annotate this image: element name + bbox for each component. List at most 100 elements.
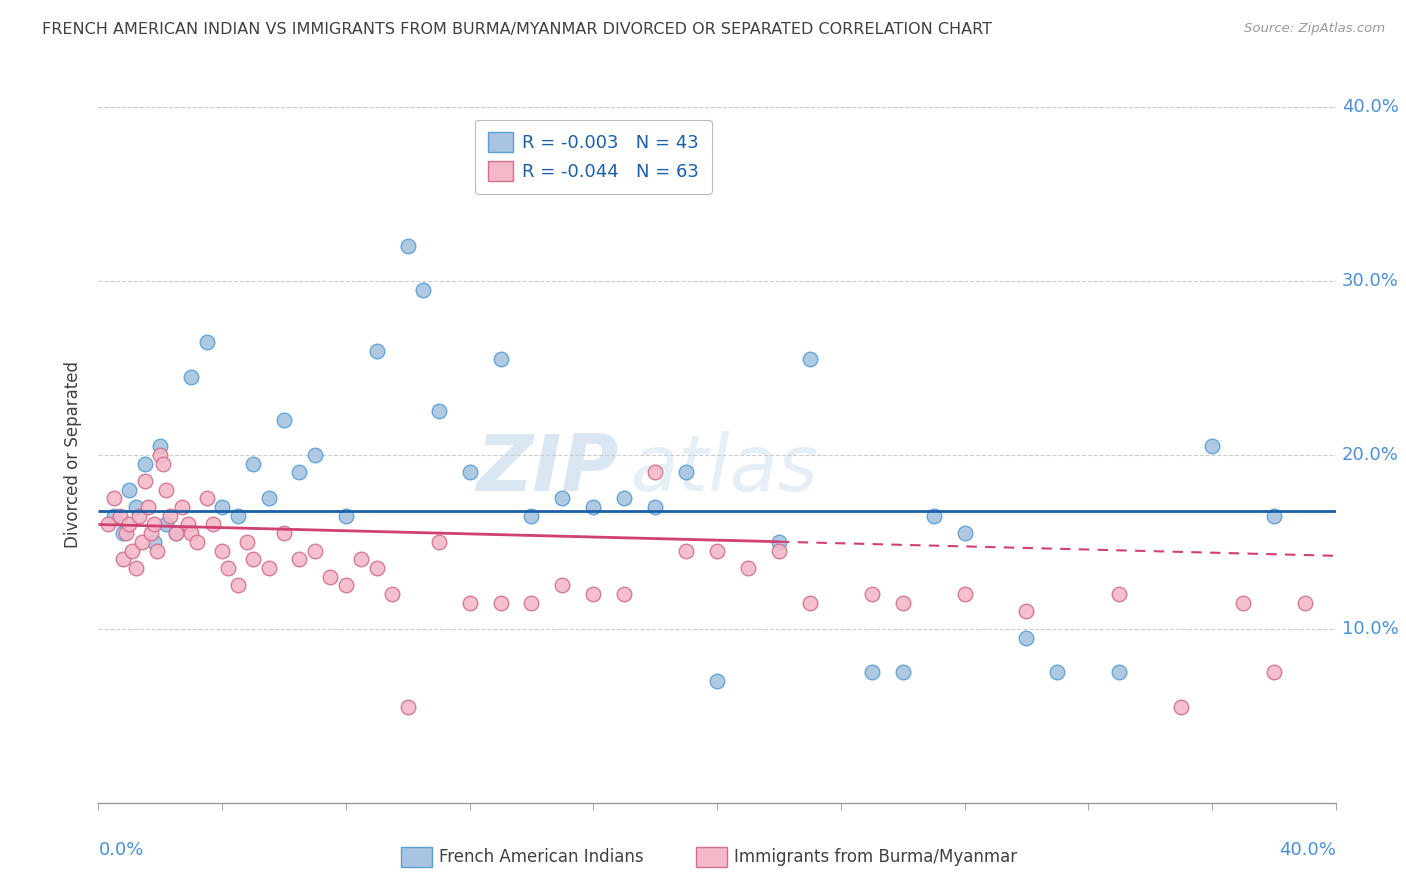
Point <box>366 561 388 575</box>
Point <box>139 526 162 541</box>
Point <box>953 587 976 601</box>
Point <box>136 500 159 514</box>
Point <box>396 700 419 714</box>
Point <box>273 413 295 427</box>
Point <box>217 561 239 575</box>
Point <box>304 448 326 462</box>
Point <box>1108 587 1130 601</box>
Point <box>226 508 249 523</box>
Text: Source: ZipAtlas.com: Source: ZipAtlas.com <box>1244 22 1385 36</box>
Point <box>799 596 821 610</box>
Point <box>319 570 342 584</box>
Point <box>146 543 169 558</box>
Point <box>953 526 976 541</box>
Point <box>675 466 697 480</box>
Point <box>165 526 187 541</box>
Point <box>103 491 125 506</box>
Point <box>644 500 666 514</box>
Point <box>1108 665 1130 680</box>
Point <box>118 483 141 497</box>
Y-axis label: Divorced or Separated: Divorced or Separated <box>65 361 83 549</box>
Text: 20.0%: 20.0% <box>1341 446 1399 464</box>
Point <box>195 491 218 506</box>
Point <box>195 334 218 349</box>
Point <box>520 596 543 610</box>
Text: ZIP: ZIP <box>475 431 619 507</box>
Point <box>170 500 193 514</box>
Point <box>143 517 166 532</box>
Text: 40.0%: 40.0% <box>1341 98 1399 116</box>
Point <box>236 534 259 549</box>
Point <box>273 526 295 541</box>
Point <box>115 526 138 541</box>
Point <box>242 552 264 566</box>
Point <box>412 283 434 297</box>
Point <box>860 587 883 601</box>
Point <box>155 517 177 532</box>
Point <box>582 587 605 601</box>
Point <box>1015 631 1038 645</box>
Point <box>131 534 153 549</box>
Point <box>149 448 172 462</box>
Point <box>1046 665 1069 680</box>
Point <box>143 534 166 549</box>
Text: Immigrants from Burma/Myanmar: Immigrants from Burma/Myanmar <box>734 848 1017 866</box>
Point <box>112 552 135 566</box>
Point <box>1263 508 1285 523</box>
Point <box>613 491 636 506</box>
Point <box>128 508 150 523</box>
Point <box>242 457 264 471</box>
Point <box>1232 596 1254 610</box>
Point <box>112 526 135 541</box>
Point <box>891 665 914 680</box>
Text: French American Indians: French American Indians <box>439 848 644 866</box>
Point <box>134 457 156 471</box>
Point <box>226 578 249 592</box>
Point <box>180 526 202 541</box>
Point <box>124 500 146 514</box>
Point <box>799 352 821 367</box>
Point <box>1294 596 1316 610</box>
Point <box>165 526 187 541</box>
Point <box>257 561 280 575</box>
Point <box>458 466 481 480</box>
Point <box>644 466 666 480</box>
Point <box>613 587 636 601</box>
Point <box>551 578 574 592</box>
Point <box>155 483 177 497</box>
Point <box>768 543 790 558</box>
Text: 0.0%: 0.0% <box>98 841 143 859</box>
Point <box>427 534 450 549</box>
Point <box>288 466 311 480</box>
Point <box>891 596 914 610</box>
Point <box>134 474 156 488</box>
Legend: R = -0.003   N = 43, R = -0.044   N = 63: R = -0.003 N = 43, R = -0.044 N = 63 <box>475 120 711 194</box>
Text: 30.0%: 30.0% <box>1341 272 1399 290</box>
Point <box>737 561 759 575</box>
Point <box>257 491 280 506</box>
Point <box>304 543 326 558</box>
Point <box>860 665 883 680</box>
Point <box>108 508 131 523</box>
Point <box>186 534 208 549</box>
Text: atlas: atlas <box>630 431 818 507</box>
Point <box>458 596 481 610</box>
Point <box>211 500 233 514</box>
Text: FRENCH AMERICAN INDIAN VS IMMIGRANTS FROM BURMA/MYANMAR DIVORCED OR SEPARATED CO: FRENCH AMERICAN INDIAN VS IMMIGRANTS FRO… <box>42 22 993 37</box>
Point <box>551 491 574 506</box>
Point <box>159 508 181 523</box>
Point <box>489 596 512 610</box>
Point <box>768 534 790 549</box>
Point <box>335 578 357 592</box>
Point <box>124 561 146 575</box>
Point <box>366 343 388 358</box>
Point <box>152 457 174 471</box>
Point <box>1201 439 1223 453</box>
Point <box>97 517 120 532</box>
Point <box>1015 605 1038 619</box>
Point <box>489 352 512 367</box>
Point <box>211 543 233 558</box>
Text: 10.0%: 10.0% <box>1341 620 1399 638</box>
Point <box>118 517 141 532</box>
Point <box>520 508 543 523</box>
